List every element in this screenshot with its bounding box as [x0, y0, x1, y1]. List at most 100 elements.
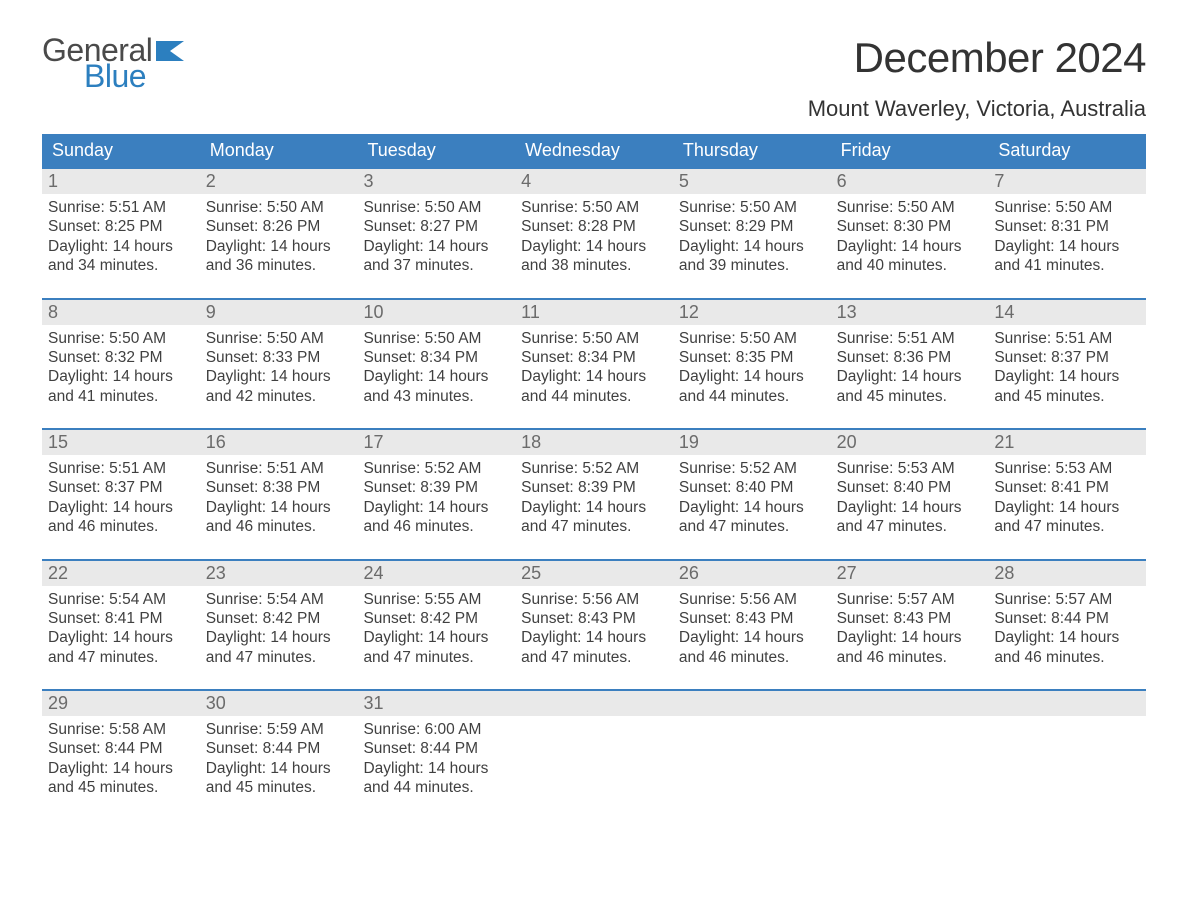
- day-cell: [673, 691, 831, 802]
- day-body: Sunrise: 5:56 AMSunset: 8:43 PMDaylight:…: [515, 586, 673, 672]
- day-cell: 16Sunrise: 5:51 AMSunset: 8:38 PMDayligh…: [200, 430, 358, 541]
- day-cell: 10Sunrise: 5:50 AMSunset: 8:34 PMDayligh…: [357, 300, 515, 411]
- page-title: December 2024: [808, 34, 1146, 82]
- day-number: 30: [200, 691, 358, 716]
- empty-day: [831, 691, 989, 716]
- day-number: 6: [831, 169, 989, 194]
- daylight-line: Daylight: 14 hours and 45 minutes.: [206, 759, 350, 798]
- daylight-line: Daylight: 14 hours and 47 minutes.: [837, 498, 981, 537]
- sunrise-line: Sunrise: 5:50 AM: [363, 329, 507, 348]
- day-body: Sunrise: 5:50 AMSunset: 8:33 PMDaylight:…: [200, 325, 358, 411]
- sunrise-line: Sunrise: 5:54 AM: [206, 590, 350, 609]
- sunset-line: Sunset: 8:31 PM: [994, 217, 1138, 236]
- sunset-line: Sunset: 8:44 PM: [206, 739, 350, 758]
- daylight-line: Daylight: 14 hours and 34 minutes.: [48, 237, 192, 276]
- sunset-line: Sunset: 8:43 PM: [837, 609, 981, 628]
- day-number: 28: [988, 561, 1146, 586]
- daylight-line: Daylight: 14 hours and 39 minutes.: [679, 237, 823, 276]
- day-number: 23: [200, 561, 358, 586]
- day-body: Sunrise: 5:51 AMSunset: 8:36 PMDaylight:…: [831, 325, 989, 411]
- day-body: Sunrise: 5:52 AMSunset: 8:39 PMDaylight:…: [357, 455, 515, 541]
- daylight-line: Daylight: 14 hours and 46 minutes.: [363, 498, 507, 537]
- day-cell: 15Sunrise: 5:51 AMSunset: 8:37 PMDayligh…: [42, 430, 200, 541]
- sunset-line: Sunset: 8:33 PM: [206, 348, 350, 367]
- day-cell: 14Sunrise: 5:51 AMSunset: 8:37 PMDayligh…: [988, 300, 1146, 411]
- daylight-line: Daylight: 14 hours and 38 minutes.: [521, 237, 665, 276]
- sunrise-line: Sunrise: 5:52 AM: [521, 459, 665, 478]
- week-row: 22Sunrise: 5:54 AMSunset: 8:41 PMDayligh…: [42, 559, 1146, 672]
- day-body: Sunrise: 5:50 AMSunset: 8:30 PMDaylight:…: [831, 194, 989, 280]
- sunrise-line: Sunrise: 5:50 AM: [48, 329, 192, 348]
- daylight-line: Daylight: 14 hours and 46 minutes.: [48, 498, 192, 537]
- sunrise-line: Sunrise: 5:56 AM: [521, 590, 665, 609]
- dow-thursday: Thursday: [673, 134, 831, 167]
- sunrise-line: Sunrise: 5:51 AM: [837, 329, 981, 348]
- day-cell: [515, 691, 673, 802]
- week-row: 8Sunrise: 5:50 AMSunset: 8:32 PMDaylight…: [42, 298, 1146, 411]
- sunrise-line: Sunrise: 5:58 AM: [48, 720, 192, 739]
- daylight-line: Daylight: 14 hours and 44 minutes.: [679, 367, 823, 406]
- daylight-line: Daylight: 14 hours and 44 minutes.: [363, 759, 507, 798]
- daylight-line: Daylight: 14 hours and 46 minutes.: [837, 628, 981, 667]
- day-number: 24: [357, 561, 515, 586]
- day-cell: 25Sunrise: 5:56 AMSunset: 8:43 PMDayligh…: [515, 561, 673, 672]
- day-number: 11: [515, 300, 673, 325]
- sunrise-line: Sunrise: 5:53 AM: [994, 459, 1138, 478]
- sunset-line: Sunset: 8:34 PM: [363, 348, 507, 367]
- week-row: 1Sunrise: 5:51 AMSunset: 8:25 PMDaylight…: [42, 167, 1146, 280]
- empty-day: [515, 691, 673, 716]
- dow-friday: Friday: [831, 134, 989, 167]
- day-number: 16: [200, 430, 358, 455]
- sunrise-line: Sunrise: 6:00 AM: [363, 720, 507, 739]
- day-number: 5: [673, 169, 831, 194]
- day-body: Sunrise: 5:53 AMSunset: 8:41 PMDaylight:…: [988, 455, 1146, 541]
- daylight-line: Daylight: 14 hours and 44 minutes.: [521, 367, 665, 406]
- day-of-week-header: Sunday Monday Tuesday Wednesday Thursday…: [42, 134, 1146, 167]
- daylight-line: Daylight: 14 hours and 46 minutes.: [206, 498, 350, 537]
- day-number: 19: [673, 430, 831, 455]
- day-body: Sunrise: 5:54 AMSunset: 8:42 PMDaylight:…: [200, 586, 358, 672]
- daylight-line: Daylight: 14 hours and 46 minutes.: [679, 628, 823, 667]
- day-number: 9: [200, 300, 358, 325]
- sunset-line: Sunset: 8:27 PM: [363, 217, 507, 236]
- day-cell: 19Sunrise: 5:52 AMSunset: 8:40 PMDayligh…: [673, 430, 831, 541]
- daylight-line: Daylight: 14 hours and 40 minutes.: [837, 237, 981, 276]
- title-block: December 2024 Mount Waverley, Victoria, …: [808, 34, 1146, 122]
- day-cell: 29Sunrise: 5:58 AMSunset: 8:44 PMDayligh…: [42, 691, 200, 802]
- day-cell: 13Sunrise: 5:51 AMSunset: 8:36 PMDayligh…: [831, 300, 989, 411]
- day-body: Sunrise: 6:00 AMSunset: 8:44 PMDaylight:…: [357, 716, 515, 802]
- location-subtitle: Mount Waverley, Victoria, Australia: [808, 96, 1146, 122]
- day-cell: 31Sunrise: 6:00 AMSunset: 8:44 PMDayligh…: [357, 691, 515, 802]
- day-body: Sunrise: 5:57 AMSunset: 8:44 PMDaylight:…: [988, 586, 1146, 672]
- day-cell: 22Sunrise: 5:54 AMSunset: 8:41 PMDayligh…: [42, 561, 200, 672]
- sunset-line: Sunset: 8:40 PM: [679, 478, 823, 497]
- day-number: 14: [988, 300, 1146, 325]
- day-number: 3: [357, 169, 515, 194]
- day-cell: 9Sunrise: 5:50 AMSunset: 8:33 PMDaylight…: [200, 300, 358, 411]
- day-cell: 26Sunrise: 5:56 AMSunset: 8:43 PMDayligh…: [673, 561, 831, 672]
- daylight-line: Daylight: 14 hours and 41 minutes.: [48, 367, 192, 406]
- day-body: Sunrise: 5:57 AMSunset: 8:43 PMDaylight:…: [831, 586, 989, 672]
- day-number: 13: [831, 300, 989, 325]
- day-body: Sunrise: 5:50 AMSunset: 8:29 PMDaylight:…: [673, 194, 831, 280]
- day-number: 2: [200, 169, 358, 194]
- sunrise-line: Sunrise: 5:50 AM: [679, 329, 823, 348]
- day-body: Sunrise: 5:50 AMSunset: 8:34 PMDaylight:…: [515, 325, 673, 411]
- day-number: 8: [42, 300, 200, 325]
- sunset-line: Sunset: 8:29 PM: [679, 217, 823, 236]
- sunrise-line: Sunrise: 5:50 AM: [837, 198, 981, 217]
- day-body: Sunrise: 5:53 AMSunset: 8:40 PMDaylight:…: [831, 455, 989, 541]
- sunset-line: Sunset: 8:39 PM: [363, 478, 507, 497]
- sunset-line: Sunset: 8:38 PM: [206, 478, 350, 497]
- day-body: Sunrise: 5:59 AMSunset: 8:44 PMDaylight:…: [200, 716, 358, 802]
- weeks-container: 1Sunrise: 5:51 AMSunset: 8:25 PMDaylight…: [42, 167, 1146, 802]
- sunrise-line: Sunrise: 5:50 AM: [521, 198, 665, 217]
- sunrise-line: Sunrise: 5:51 AM: [48, 459, 192, 478]
- sunrise-line: Sunrise: 5:55 AM: [363, 590, 507, 609]
- daylight-line: Daylight: 14 hours and 42 minutes.: [206, 367, 350, 406]
- day-cell: 27Sunrise: 5:57 AMSunset: 8:43 PMDayligh…: [831, 561, 989, 672]
- day-cell: 21Sunrise: 5:53 AMSunset: 8:41 PMDayligh…: [988, 430, 1146, 541]
- day-body: Sunrise: 5:54 AMSunset: 8:41 PMDaylight:…: [42, 586, 200, 672]
- sunrise-line: Sunrise: 5:51 AM: [48, 198, 192, 217]
- sunrise-line: Sunrise: 5:50 AM: [679, 198, 823, 217]
